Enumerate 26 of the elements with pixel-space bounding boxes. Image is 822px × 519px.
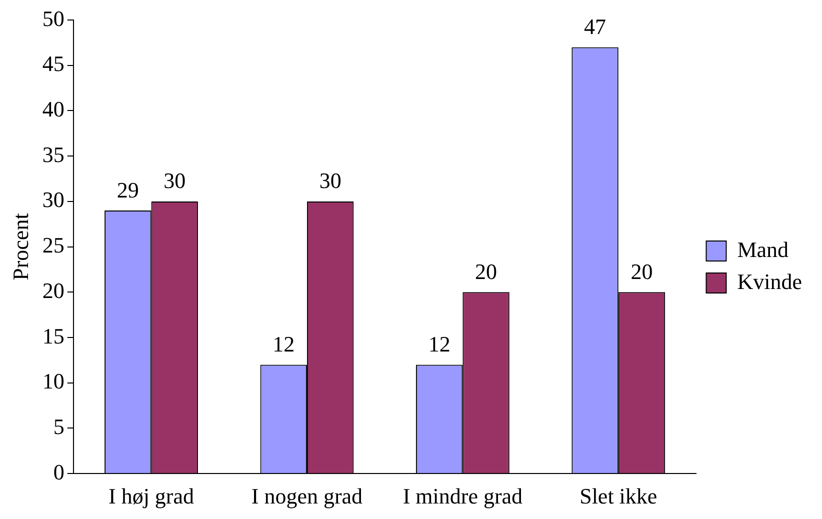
data-label: 20 xyxy=(475,258,498,284)
y-axis-title: Procent xyxy=(8,213,33,280)
data-label: 12 xyxy=(428,332,450,357)
legend-label: Kvinde xyxy=(737,268,802,294)
y-tick-label: 0 xyxy=(53,459,64,484)
y-tick-label: 20 xyxy=(42,278,64,303)
data-label: 30 xyxy=(319,168,342,194)
x-tick-label: I nogen grad xyxy=(251,484,363,509)
x-tick-label: I høj grad xyxy=(108,484,194,509)
data-label: 12 xyxy=(272,332,295,357)
y-tick-label: 35 xyxy=(42,142,64,167)
y-tick-label: 10 xyxy=(42,368,64,394)
y-tick-label: 15 xyxy=(42,323,64,348)
x-tick-label: I mindre grad xyxy=(402,484,523,509)
data-label: 30 xyxy=(164,168,186,194)
data-label: 29 xyxy=(116,177,139,202)
y-tick-label: 25 xyxy=(42,232,64,258)
y-tick-label: 5 xyxy=(53,414,64,440)
y-tick-label: 40 xyxy=(42,96,64,122)
y-tick-label: 30 xyxy=(42,187,64,212)
legend-label: Mand xyxy=(737,236,789,262)
data-label: 20 xyxy=(630,258,653,284)
y-tick-label: 45 xyxy=(42,51,64,76)
x-tick-label: Slet ikke xyxy=(580,484,658,509)
y-tick-label: 50 xyxy=(42,6,64,31)
data-label: 47 xyxy=(584,14,606,39)
